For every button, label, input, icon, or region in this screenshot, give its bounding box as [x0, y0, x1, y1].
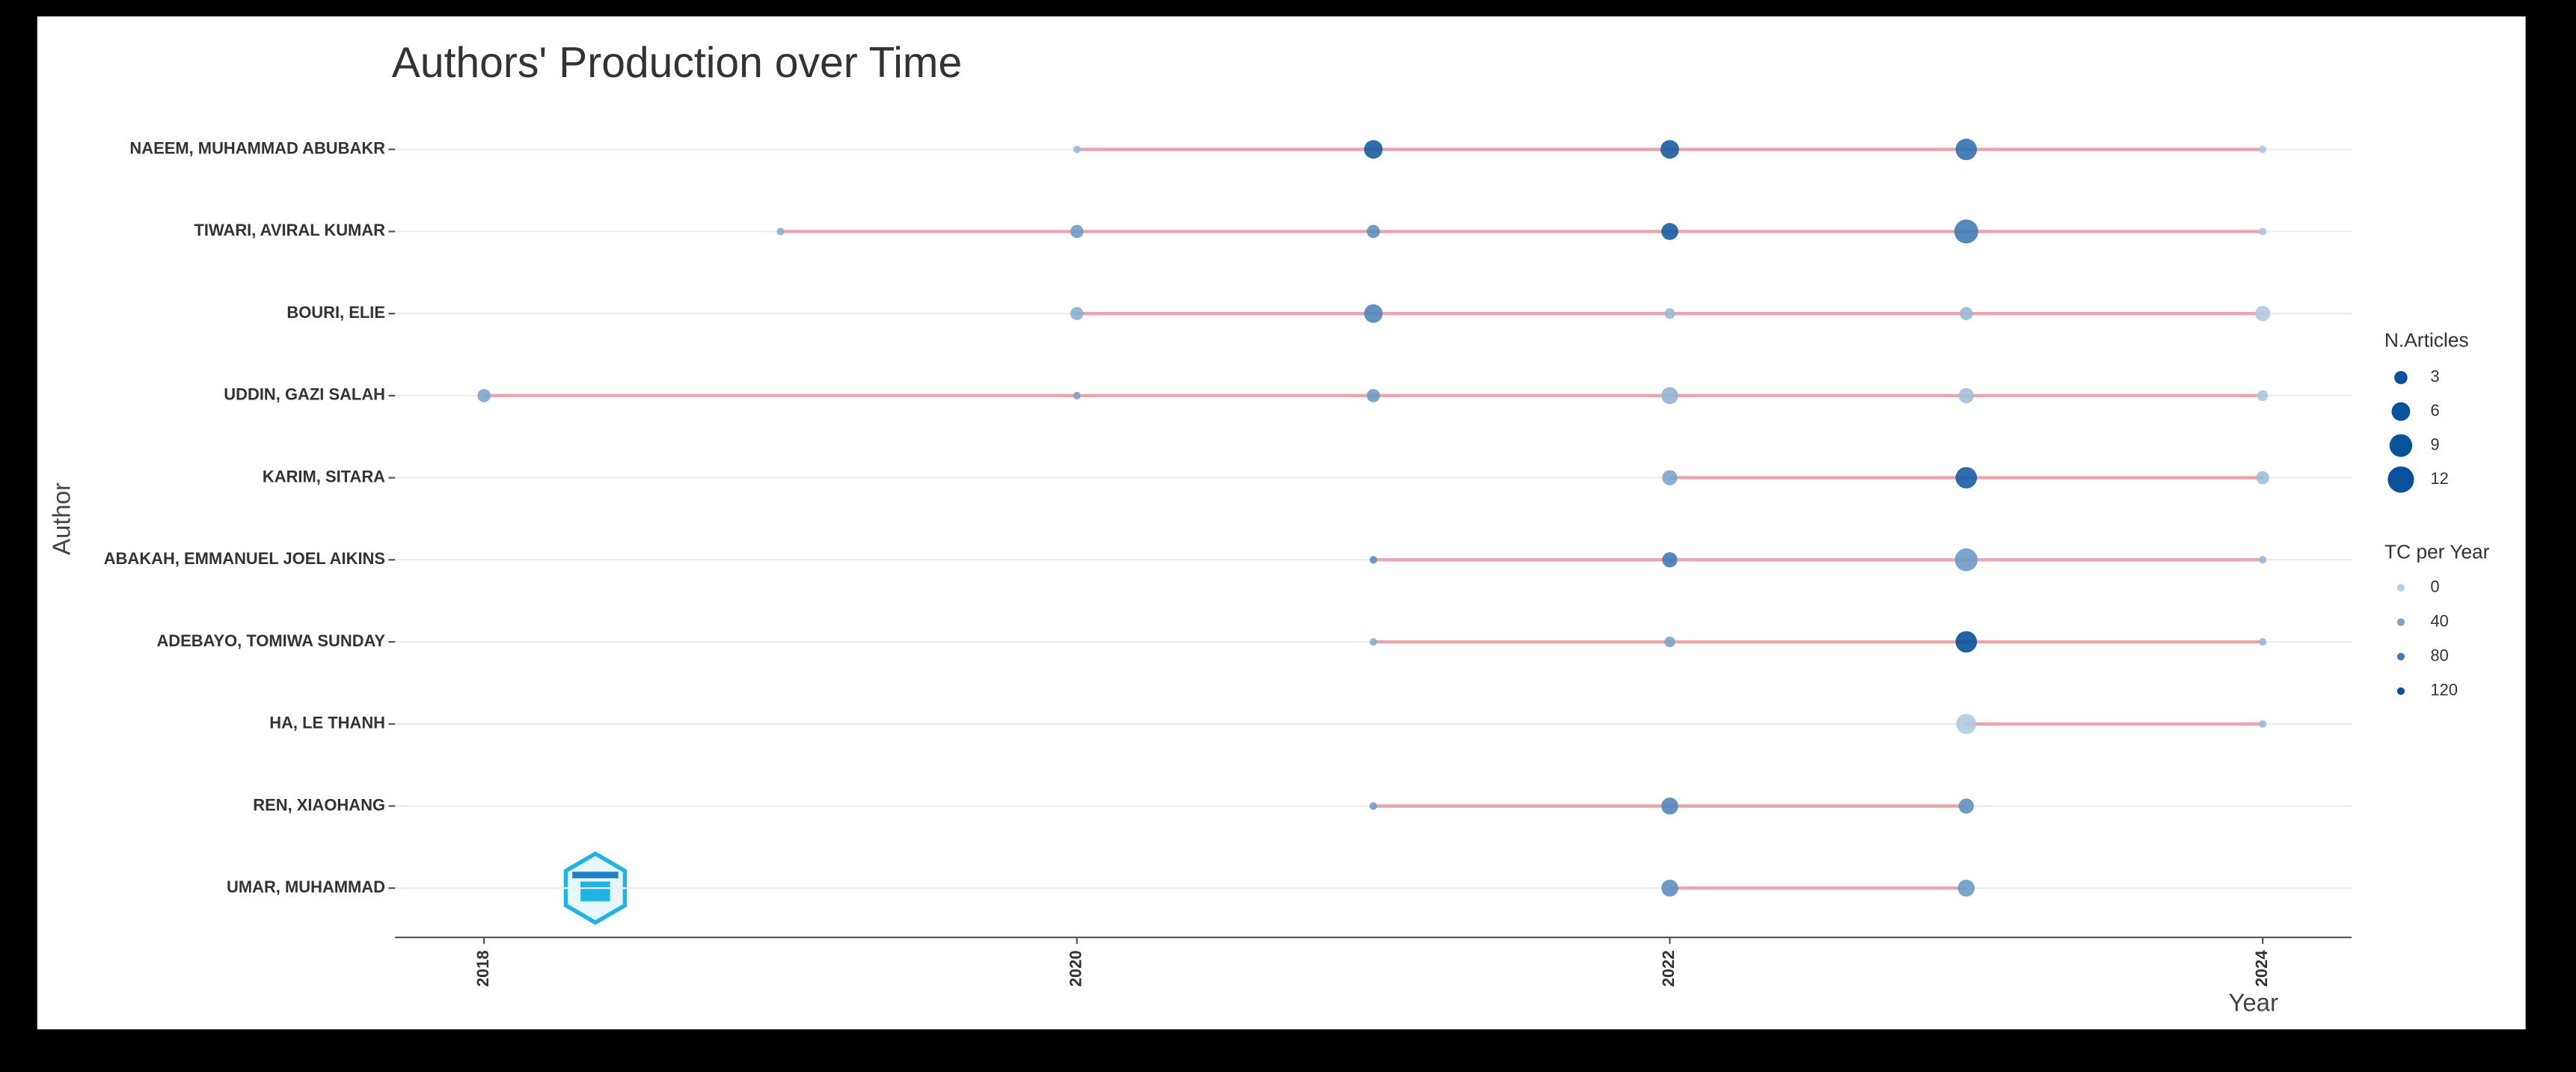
logo-band: [572, 872, 619, 879]
article-point: [477, 389, 491, 402]
y-tick-label: UDDIN, GAZI SALAH: [224, 385, 385, 404]
article-point: [1661, 879, 1678, 897]
article-point: [1664, 636, 1675, 648]
x-tick-label: 2024: [2252, 950, 2271, 987]
color-legend-label: 120: [2430, 681, 2458, 699]
color-legend-key: [2396, 687, 2405, 695]
plot-background: [37, 16, 2526, 1029]
y-tick-label: KARIM, SITARA: [263, 467, 385, 486]
x-axis-label: Year: [2228, 989, 2278, 1017]
size-legend-key: [2394, 370, 2408, 385]
y-axis-label: Author: [48, 483, 76, 555]
color-legend-label: 0: [2430, 577, 2439, 595]
article-point: [2259, 227, 2267, 236]
color-legend-label: 40: [2430, 612, 2448, 631]
article-point: [1073, 145, 1081, 153]
article-point: [1661, 223, 1678, 240]
y-tick-label: TIWARI, AVIRAL KUMAR: [194, 221, 386, 239]
article-point: [1958, 798, 1974, 814]
article-point: [1955, 631, 1978, 653]
y-tick-label: REN, XIAOHANG: [253, 795, 385, 814]
article-point: [2259, 637, 2267, 646]
y-tick-label: ABAKAH, EMMANUEL JOEL AIKINS: [104, 549, 385, 568]
article-point: [1367, 224, 1380, 239]
y-tick-label: ADEBAYO, TOMIWA SUNDAY: [156, 631, 385, 650]
article-point: [1367, 389, 1380, 402]
color-legend-title: TC per Year: [2385, 540, 2490, 563]
color-legend-label: 80: [2430, 646, 2448, 665]
color-legend-key: [2396, 652, 2405, 661]
article-point: [1960, 307, 1973, 320]
article-point: [1073, 391, 1081, 399]
article-point: [2256, 471, 2269, 485]
article-point: [1070, 224, 1084, 239]
logo-block: [580, 881, 610, 901]
article-point: [1370, 556, 1378, 564]
article-point: [2259, 145, 2267, 153]
article-point: [776, 227, 785, 236]
size-legend-label: 12: [2430, 469, 2448, 488]
y-tick-label: BOURI, ELIE: [286, 303, 385, 322]
article-point: [1957, 879, 1975, 897]
size-legend-key: [2391, 402, 2411, 421]
article-point: [1954, 548, 1978, 572]
article-point: [2257, 390, 2269, 402]
article-point: [1660, 140, 1679, 159]
size-legend-key: [2388, 466, 2414, 493]
article-point: [1661, 387, 1678, 405]
article-point: [1955, 467, 1978, 488]
x-tick-label: 2022: [1659, 950, 1678, 987]
size-legend-title: N.Articles: [2385, 328, 2469, 351]
x-tick-label: 2018: [473, 950, 492, 987]
article-point: [2259, 720, 2267, 728]
article-point: [1364, 140, 1383, 159]
size-legend-label: 3: [2430, 367, 2439, 386]
y-tick-label: NAEEM, MUHAMMAD ABUBAKR: [129, 138, 385, 157]
y-tick-label: HA, LE THANH: [269, 714, 385, 732]
article-point: [1955, 138, 1978, 161]
x-tick-label: 2020: [1067, 950, 1085, 987]
size-legend-key: [2389, 434, 2413, 457]
article-point: [1956, 714, 1977, 735]
size-legend-label: 6: [2430, 401, 2439, 420]
y-tick-label: UMAR, MUHAMMAD: [227, 877, 385, 896]
article-point: [1370, 637, 1378, 646]
article-point: [1954, 219, 1978, 244]
article-point: [1662, 552, 1678, 568]
article-point: [1070, 307, 1084, 320]
article-point: [1364, 304, 1383, 323]
article-point: [1370, 802, 1378, 810]
size-legend-label: 9: [2430, 435, 2439, 453]
chart-title: Authors' Production over Time: [392, 39, 962, 87]
article-point: [1958, 388, 1974, 404]
color-legend-key: [2396, 584, 2405, 592]
color-legend-key: [2396, 618, 2405, 626]
article-point: [1661, 797, 1678, 815]
article-point: [2254, 306, 2271, 322]
article-point: [2259, 556, 2267, 564]
article-point: [1664, 307, 1675, 319]
article-point: [1662, 470, 1678, 486]
